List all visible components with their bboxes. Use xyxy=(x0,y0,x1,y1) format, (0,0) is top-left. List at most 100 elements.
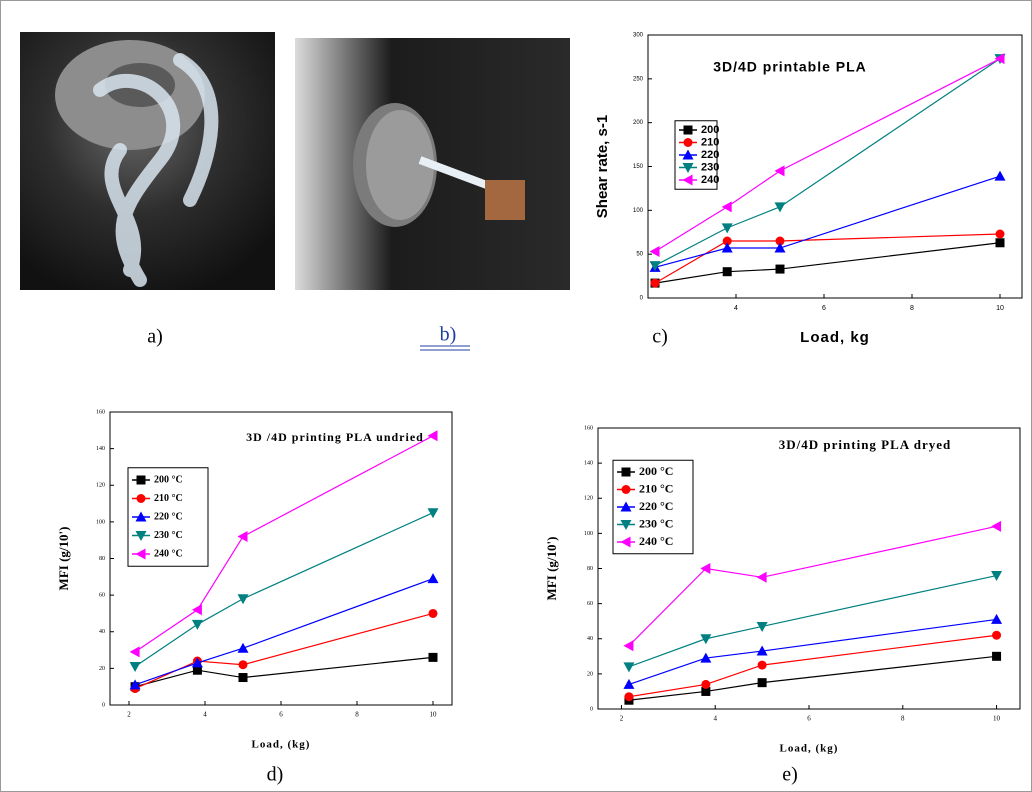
marker xyxy=(427,573,439,584)
legend-label: 200 xyxy=(701,124,719,136)
series-line xyxy=(654,58,1001,253)
marker xyxy=(191,604,202,616)
y-tick-label: 20 xyxy=(587,671,593,677)
y-tick-label: 40 xyxy=(99,629,105,635)
legend-label: 220 °C xyxy=(154,511,183,522)
series-line xyxy=(134,512,434,668)
x-tick-label: 10 xyxy=(993,715,1001,723)
marker xyxy=(700,652,712,663)
legend-marker xyxy=(683,125,693,135)
x-tick-label: 8 xyxy=(901,715,905,723)
chart-title: 3D/4D printable PLA xyxy=(713,59,867,75)
marker xyxy=(775,264,785,274)
legend-label: 230 °C xyxy=(154,530,183,541)
marker xyxy=(722,267,732,277)
series-line xyxy=(628,634,997,698)
marker xyxy=(701,686,711,696)
legend-label: 240 °C xyxy=(154,548,183,559)
marker xyxy=(992,651,1002,661)
y-tick-label: 300 xyxy=(633,33,644,39)
marker xyxy=(427,430,438,442)
y-tick-label: 40 xyxy=(587,636,593,642)
legend-label: 210 °C xyxy=(639,481,673,495)
x-tick-label: 6 xyxy=(807,715,811,723)
marker xyxy=(756,571,767,583)
y-tick-label: 20 xyxy=(99,666,105,672)
x-axis-label: Load, (kg) xyxy=(780,743,839,755)
legend-marker xyxy=(135,511,147,522)
legend-label: 200 °C xyxy=(639,464,673,478)
series-line xyxy=(628,655,997,701)
marker xyxy=(650,278,660,288)
caption: d) xyxy=(267,764,284,786)
y-tick-label: 60 xyxy=(587,601,593,607)
series-line xyxy=(654,58,1001,267)
marker xyxy=(238,660,248,670)
chart-title: 3D/4D printing PLA dryed xyxy=(779,437,951,452)
x-tick-label: 4 xyxy=(734,305,738,312)
y-tick-label: 200 xyxy=(633,120,644,126)
y-tick-label: 160 xyxy=(96,409,105,415)
y-tick-label: 60 xyxy=(99,593,105,599)
legend-label: 230 °C xyxy=(639,516,673,530)
marker xyxy=(994,170,1006,181)
marker xyxy=(129,662,141,673)
series-line xyxy=(654,175,1001,268)
legend-marker xyxy=(135,548,146,560)
marker xyxy=(237,531,248,543)
series-line xyxy=(134,578,434,686)
marker xyxy=(191,619,203,630)
y-tick-label: 250 xyxy=(633,76,644,82)
legend-label: 240 xyxy=(701,174,719,186)
y-axis-label: Shear rate, s-1 xyxy=(594,115,611,218)
x-tick-label: 8 xyxy=(910,305,914,312)
legend-marker xyxy=(620,536,631,548)
marker xyxy=(700,634,712,645)
chart-title: 3D /4D printing PLA undried xyxy=(246,430,424,444)
legend-marker xyxy=(620,520,632,530)
marker xyxy=(701,679,711,689)
series-line xyxy=(654,233,1001,284)
marker xyxy=(994,53,1005,65)
marker xyxy=(775,236,785,246)
x-axis-label: Load, (kg) xyxy=(252,739,311,751)
legend-marker xyxy=(621,467,631,477)
marker xyxy=(192,665,202,675)
y-tick-label: 0 xyxy=(640,296,644,302)
marker xyxy=(428,652,438,662)
marker xyxy=(721,242,733,253)
legend-marker xyxy=(682,149,694,160)
legend-marker xyxy=(136,475,146,485)
marker xyxy=(774,202,786,213)
marker xyxy=(757,660,767,670)
marker xyxy=(991,520,1002,532)
legend-marker xyxy=(621,485,631,494)
marker xyxy=(721,223,733,234)
y-axis-label: MFI (g/10') xyxy=(544,537,559,601)
y-tick-label: 80 xyxy=(587,566,593,572)
legend-marker xyxy=(135,531,147,541)
y-tick-label: 140 xyxy=(584,461,593,467)
series-line xyxy=(628,574,997,668)
y-axis-label: MFI (g/10') xyxy=(56,527,71,591)
marker xyxy=(129,679,141,690)
y-tick-label: 150 xyxy=(633,164,644,170)
x-tick-label: 6 xyxy=(279,711,283,719)
marker xyxy=(191,657,203,668)
legend-marker xyxy=(682,163,694,173)
x-tick-label: 4 xyxy=(713,715,717,723)
caption: e) xyxy=(782,764,798,786)
series-line xyxy=(628,525,997,647)
marker xyxy=(756,621,768,632)
legend-marker xyxy=(683,138,693,147)
legend-label: 230 xyxy=(701,161,719,173)
caption: c) xyxy=(652,326,668,348)
marker xyxy=(238,673,248,683)
marker xyxy=(992,630,1002,640)
legend-label: 220 °C xyxy=(639,499,673,513)
legend-label: 200 °C xyxy=(154,474,183,485)
marker xyxy=(237,642,249,653)
marker xyxy=(624,692,634,702)
y-tick-label: 0 xyxy=(590,706,593,712)
marker xyxy=(649,261,661,272)
